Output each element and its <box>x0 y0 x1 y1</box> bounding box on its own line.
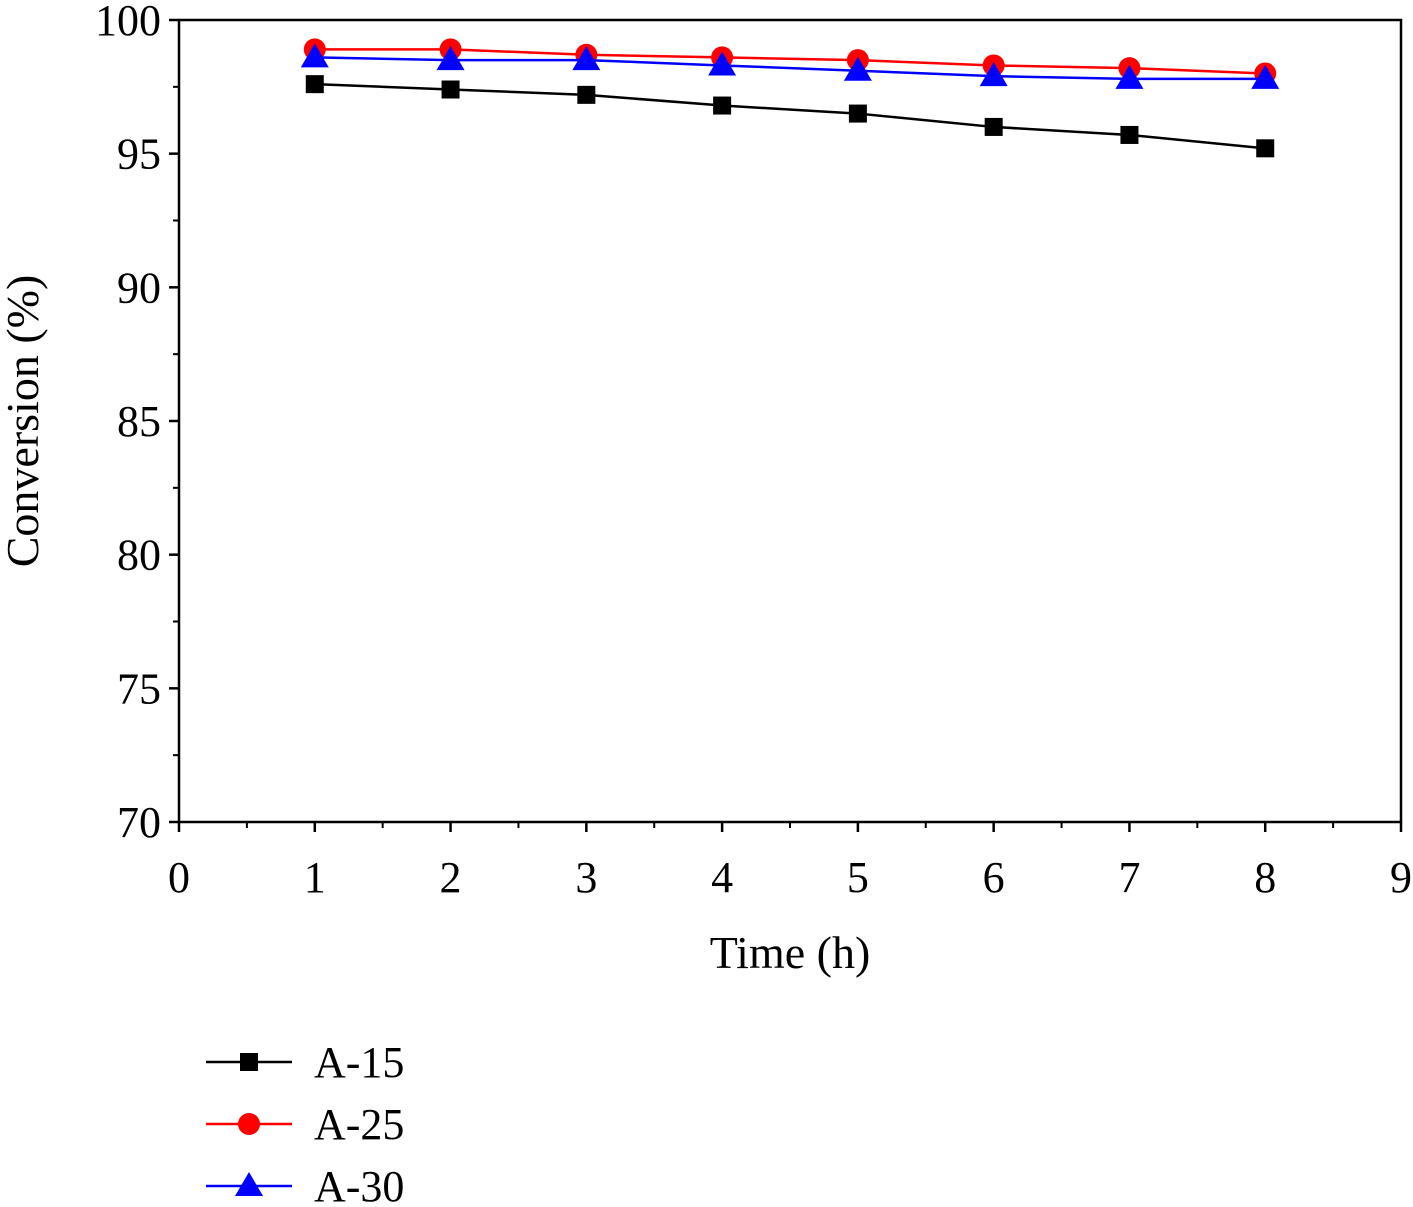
y-tick-label: 75 <box>117 664 161 713</box>
x-tick-label: 5 <box>847 853 869 902</box>
y-tick-label: 70 <box>117 798 161 847</box>
legend-label: A-15 <box>314 1038 404 1087</box>
y-tick-label: 95 <box>117 130 161 179</box>
legend-marker <box>240 1053 258 1071</box>
x-tick-label: 7 <box>1118 853 1140 902</box>
series-line <box>314 48 1266 75</box>
legend-marker <box>238 1113 260 1135</box>
x-tick-label: 2 <box>440 853 462 902</box>
y-tick-label: 100 <box>95 0 161 45</box>
y-tick-label: 85 <box>117 397 161 446</box>
legend-label: A-30 <box>314 1162 404 1202</box>
data-point <box>984 117 1003 136</box>
legend-item-a-30: A-30 <box>206 1162 404 1207</box>
data-point <box>441 80 460 99</box>
data-point <box>1251 64 1280 89</box>
series-group <box>300 38 1280 158</box>
data-point <box>708 51 737 76</box>
plot-area <box>177 18 1403 824</box>
x-tick-label: 6 <box>983 853 1005 902</box>
axes: 0 1 2 3 4 5 6 7 8 9 70 75 80 85 90 95 100 <box>95 0 1412 902</box>
series-line <box>314 56 1266 81</box>
y-tick-label: 80 <box>117 531 161 580</box>
legend: A-15 A-25 A-30 <box>206 1038 404 1207</box>
x-axis-title: Time (h) <box>710 927 871 978</box>
y-axis-title: Conversion (%) <box>0 275 48 568</box>
data-point <box>1256 139 1275 158</box>
data-point <box>436 46 465 71</box>
series-a-30 <box>300 43 1280 89</box>
legend-marker <box>235 1172 263 1196</box>
legend-item-a-15: A-15 <box>206 1038 404 1087</box>
data-point <box>848 104 867 123</box>
x-tick-label: 9 <box>1390 853 1412 902</box>
x-tick-label: 8 <box>1254 853 1276 902</box>
data-point <box>577 85 596 104</box>
data-point <box>305 75 324 94</box>
legend-label: A-25 <box>314 1100 404 1149</box>
x-tick-label: 0 <box>168 853 190 902</box>
x-tick-label: 1 <box>304 853 326 902</box>
x-tick-label: 4 <box>711 853 733 902</box>
data-point <box>300 43 329 68</box>
data-point <box>713 96 732 115</box>
plot-frame <box>177 18 1403 824</box>
data-point <box>1120 125 1139 144</box>
data-point <box>1115 64 1144 89</box>
series-a-15 <box>305 75 1275 158</box>
x-tick-label: 3 <box>575 853 597 902</box>
legend-item-a-25: A-25 <box>206 1100 404 1149</box>
data-point <box>979 62 1008 87</box>
data-point <box>843 56 872 81</box>
data-point <box>572 46 601 71</box>
series-line <box>314 82 1266 150</box>
y-tick-label: 90 <box>117 263 161 312</box>
